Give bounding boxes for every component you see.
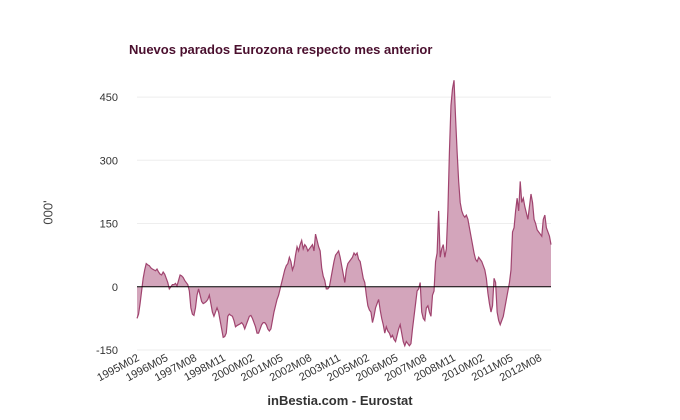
series-line [136,80,552,348]
chart-source: inBestia.com - Eurostat [267,393,413,408]
y-tick-label: 0 [112,282,118,294]
y-tick-label: 150 [100,219,118,231]
series-area [137,80,551,346]
y-tick-label: 300 [100,155,118,167]
y-tick-label: -150 [96,345,118,357]
chart-title: Nuevos parados Eurozona respecto mes ant… [129,42,433,57]
y-tick-label: 450 [100,92,118,104]
